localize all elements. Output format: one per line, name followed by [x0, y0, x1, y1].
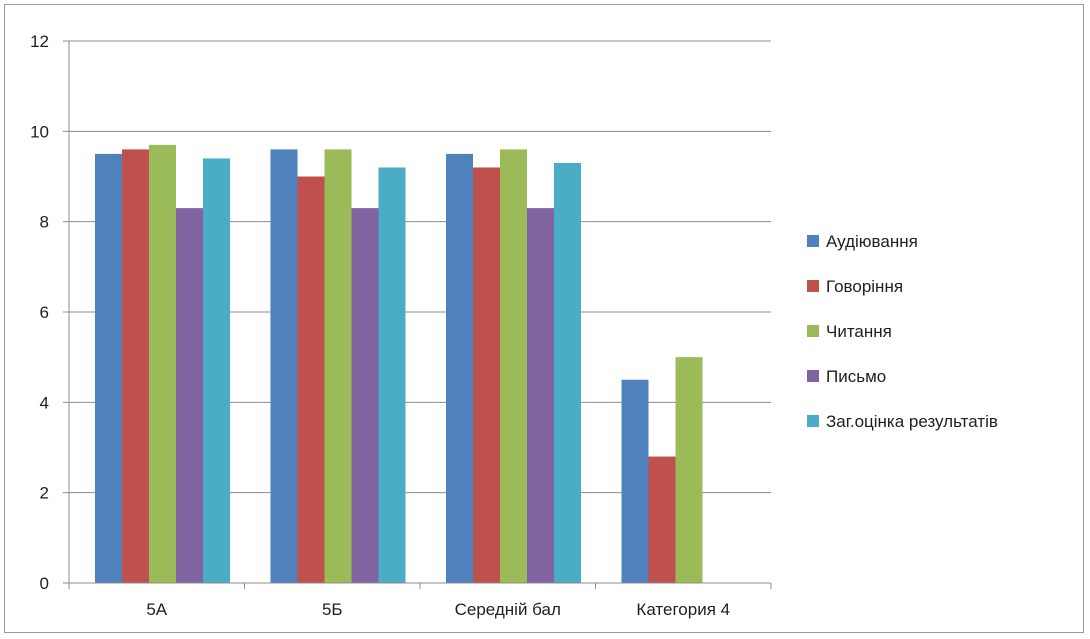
bar: [176, 208, 203, 583]
bar: [378, 167, 406, 583]
y-tick-label: 10: [30, 122, 49, 141]
bar: [473, 167, 500, 583]
chart-frame: 0 2 4 6 8 10 12 5А 5Б Середній бал Категория 4 Ау…: [4, 4, 1084, 633]
bar: [149, 144, 176, 583]
y-tick-label: 2: [40, 484, 49, 503]
bar: [446, 153, 473, 583]
legend-swatch: [807, 235, 819, 247]
legend-label: Читання: [826, 322, 892, 341]
legend-swatch: [807, 415, 819, 427]
legend-label: Аудіювання: [826, 232, 918, 251]
bar: [297, 176, 325, 583]
bar: [324, 149, 352, 583]
bar: [95, 153, 122, 583]
y-tick-label: 12: [30, 32, 49, 51]
axes: [63, 40, 772, 589]
y-tick-label: 6: [40, 303, 49, 322]
bar: [122, 149, 149, 583]
x-category-label: 5Б: [322, 600, 343, 619]
x-axis-categories: 5А 5Б Середній бал Категория 4: [146, 600, 730, 619]
legend-label: Заг.оцінка результатів: [826, 412, 998, 431]
y-axis-ticks: 0 2 4 6 8 10 12: [30, 32, 49, 593]
bar: [203, 158, 230, 583]
y-tick-label: 4: [40, 393, 49, 412]
legend: Аудіювання Говоріння Читання Письмо Заг.оцін…: [807, 232, 998, 431]
bar: [554, 162, 581, 583]
legend-label: Письмо: [826, 367, 886, 386]
bar: [270, 149, 298, 583]
y-tick-label: 0: [40, 574, 49, 593]
bar-chart: 0 2 4 6 8 10 12 5А 5Б Середній бал Категория 4 Ау…: [30, 32, 998, 619]
bar: [648, 456, 676, 583]
bar: [500, 149, 527, 583]
bars: [95, 144, 703, 583]
bar: [351, 208, 379, 583]
x-category-label: Категория 4: [636, 600, 730, 619]
legend-swatch: [807, 325, 819, 337]
legend-label: Говоріння: [826, 277, 903, 296]
bar: [621, 379, 649, 583]
legend-swatch: [807, 370, 819, 382]
x-category-label: 5А: [146, 600, 167, 619]
y-tick-label: 8: [40, 213, 49, 232]
legend-swatch: [807, 280, 819, 292]
bar: [527, 208, 554, 583]
bar: [675, 357, 703, 583]
x-category-label: Середній бал: [455, 600, 561, 619]
